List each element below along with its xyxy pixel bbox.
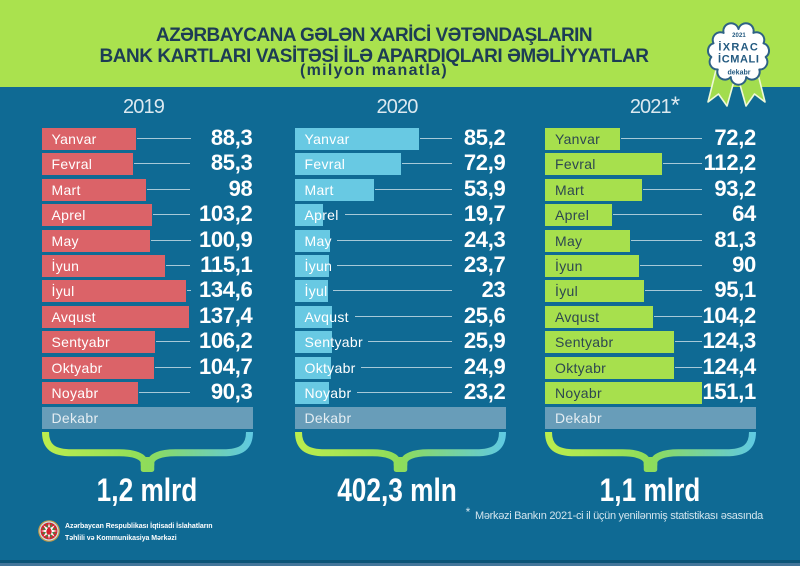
svg-text:2021: 2021 bbox=[732, 33, 746, 39]
svg-text:İCMALI: İCMALI bbox=[718, 53, 759, 66]
svg-text:dekabr: dekabr bbox=[728, 69, 751, 76]
svg-text:İXRAC: İXRAC bbox=[718, 40, 759, 53]
